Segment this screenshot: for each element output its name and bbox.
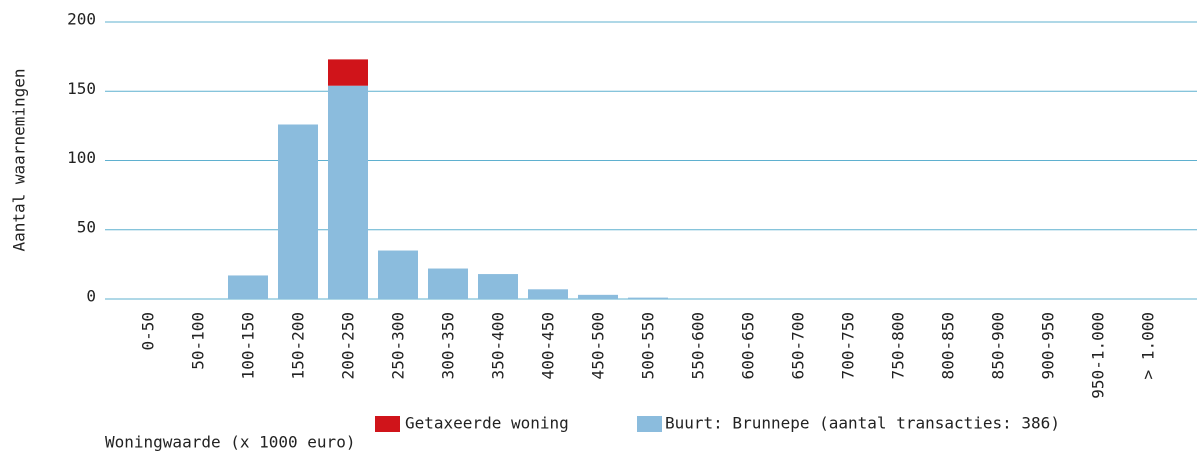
x-tick-label: 250-300 bbox=[389, 312, 408, 379]
x-tick-label: 800-850 bbox=[939, 312, 958, 379]
x-tick-label: 950-1.000 bbox=[1089, 312, 1108, 399]
bar bbox=[378, 250, 418, 299]
x-tick-label: 600-650 bbox=[739, 312, 758, 379]
x-tick-label: 100-150 bbox=[239, 312, 258, 379]
x-tick-label: 650-700 bbox=[789, 312, 808, 379]
x-tick-label: > 1.000 bbox=[1139, 312, 1158, 379]
x-tick-label: 350-400 bbox=[489, 312, 508, 379]
y-tick-label: 100 bbox=[67, 148, 96, 167]
legend-swatch bbox=[637, 416, 662, 432]
bar bbox=[328, 85, 368, 300]
y-tick-label: 0 bbox=[86, 287, 96, 306]
y-tick-label: 150 bbox=[67, 79, 96, 98]
bar bbox=[328, 59, 368, 86]
bar bbox=[578, 294, 618, 299]
x-tick-label: 400-450 bbox=[539, 312, 558, 379]
x-tick-label: 450-500 bbox=[589, 312, 608, 379]
x-tick-label: 50-100 bbox=[189, 312, 208, 370]
x-tick-label: 750-800 bbox=[889, 312, 908, 379]
x-axis-label: Woningwaarde (x 1000 euro) bbox=[105, 433, 355, 452]
x-tick-label: 0-50 bbox=[139, 312, 158, 351]
legend-swatch bbox=[375, 416, 400, 432]
bar bbox=[428, 268, 468, 299]
y-tick-label: 200 bbox=[67, 10, 96, 29]
x-tick-label: 200-250 bbox=[339, 312, 358, 379]
x-tick-label: 150-200 bbox=[289, 312, 308, 379]
bar bbox=[528, 289, 568, 299]
x-tick-label: 550-600 bbox=[689, 312, 708, 379]
x-tick-label: 500-550 bbox=[639, 312, 658, 379]
bar bbox=[278, 124, 318, 300]
x-tick-label: 700-750 bbox=[839, 312, 858, 379]
bar bbox=[228, 275, 268, 299]
x-tick-label: 900-950 bbox=[1039, 312, 1058, 379]
x-tick-label: 300-350 bbox=[439, 312, 458, 379]
x-tick-label: 850-900 bbox=[989, 312, 1008, 379]
bar bbox=[478, 274, 518, 299]
bar bbox=[628, 297, 668, 299]
y-tick-label: 50 bbox=[77, 217, 96, 236]
y-axis-label: Aantal waarnemingen bbox=[10, 68, 29, 251]
legend-label: Buurt: Brunnepe (aantal transacties: 386… bbox=[665, 414, 1060, 433]
legend-label: Getaxeerde woning bbox=[405, 414, 569, 433]
